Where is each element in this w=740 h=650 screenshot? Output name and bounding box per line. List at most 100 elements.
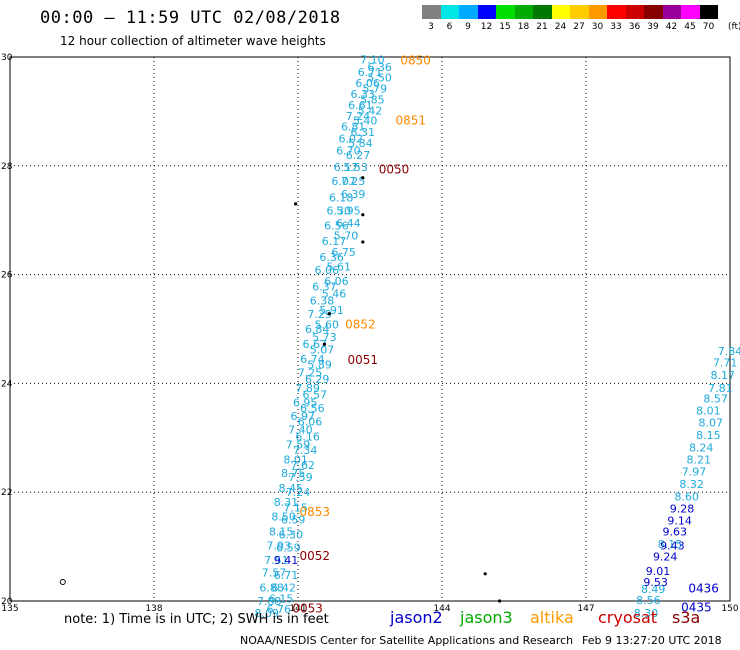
pass-time-label: 0853 xyxy=(300,505,331,519)
wave-height-label: 9.24 xyxy=(653,550,678,563)
wave-height-label: 6.57 xyxy=(303,388,328,401)
scale-swatch xyxy=(662,5,681,19)
wave-height-label: 6.97 xyxy=(291,410,316,423)
wave-height-label: 6.56 xyxy=(324,220,349,233)
wave-height-label: 6.61 xyxy=(348,99,373,112)
legend-s3a: s3a xyxy=(672,608,701,627)
plot-frame xyxy=(9,56,731,602)
wave-height-label: 8.57 xyxy=(703,393,728,406)
wave-height-label: 6.42 xyxy=(271,581,296,594)
wave-height-label: 5.50 xyxy=(367,72,392,85)
pass-time-label: 0053 xyxy=(292,602,323,616)
wave-height-label: 6.75 xyxy=(331,246,356,259)
scale-label: 21 xyxy=(536,22,548,32)
wave-height-label: 6.67 xyxy=(303,338,328,351)
scale-swatch xyxy=(625,5,644,19)
wave-height-label: 6.95 xyxy=(293,396,318,409)
scale-label: 15 xyxy=(499,22,511,32)
wave-height-label: 9.63 xyxy=(663,525,688,538)
scale-swatch xyxy=(440,5,459,19)
wave-height-label: 7.34 xyxy=(293,444,318,457)
wave-height-label: 6.36 xyxy=(367,61,392,74)
pass-time-label: 0051 xyxy=(348,353,379,367)
wave-height-label: 6.70 xyxy=(336,145,361,158)
wave-height-label: 6.71 xyxy=(358,66,383,79)
wave-height-label: 6.37 xyxy=(312,281,337,294)
wave-height-label: 7.29 xyxy=(307,308,332,321)
wave-height-label: 6.27 xyxy=(346,149,371,162)
wave-height-label: 5.84 xyxy=(348,137,373,150)
wave-height-label: 5.42 xyxy=(358,104,383,117)
wave-height-label: 6.84 xyxy=(305,323,330,336)
scale-swatch xyxy=(422,5,441,19)
wave-height-label: 9.01 xyxy=(646,565,671,578)
pass-time-label: 0851 xyxy=(396,114,427,128)
island-marker xyxy=(361,240,365,244)
scale-swatch xyxy=(496,5,515,19)
scale-swatch xyxy=(514,5,533,19)
wave-height-label: 5.91 xyxy=(319,304,344,317)
wave-height-label: 5.95 xyxy=(336,204,361,217)
wave-height-label: 6.17 xyxy=(334,161,359,174)
wave-height-label: 7.25 xyxy=(341,175,366,188)
wave-height-label: 8.15 xyxy=(696,429,721,442)
island-marker xyxy=(59,578,66,585)
y-tick-label: 22 xyxy=(1,488,12,498)
wave-height-label: 7.88 xyxy=(257,595,282,608)
wave-height-label: 9.43 xyxy=(660,540,685,553)
wave-height-label: 8.15 xyxy=(269,525,294,538)
wave-height-label: 7.40 xyxy=(288,424,313,437)
pass-time-label: 0052 xyxy=(300,549,331,563)
y-tick-label: 26 xyxy=(1,271,13,281)
wave-height-label: 6.02 xyxy=(339,133,364,146)
x-tick-label: 135 xyxy=(1,604,18,614)
x-tick-label: 141 xyxy=(289,604,306,614)
wave-height-label: 7.62 xyxy=(291,459,316,472)
y-tick-label: 20 xyxy=(1,597,13,607)
wave-height-label: 6.06 xyxy=(298,415,323,428)
scale-label: 18 xyxy=(517,22,530,32)
wave-height-label: 7.59 xyxy=(286,438,311,451)
wave-height-label: 6.88 xyxy=(259,581,284,594)
scale-label: 9 xyxy=(465,22,471,32)
scale-swatch xyxy=(459,5,478,19)
wave-height-label: 6.17 xyxy=(322,235,347,248)
wave-height-label: 7.57 xyxy=(262,567,287,580)
wave-height-label: 6.18 xyxy=(329,191,354,204)
chart-subtitle: 12 hour collection of altimeter wave hei… xyxy=(60,34,326,48)
scale-label: 36 xyxy=(628,22,641,32)
wave-height-label: 7.71 xyxy=(713,357,738,370)
wave-height-label: 8.49 xyxy=(641,583,666,596)
wave-height-label: 5.07 xyxy=(310,344,335,357)
island-marker xyxy=(498,599,502,603)
wave-height-label: 7.24 xyxy=(346,110,371,123)
wave-height-label: 7.81 xyxy=(708,382,733,395)
wave-height-label: 6.74 xyxy=(300,353,325,366)
island-marker xyxy=(483,572,487,576)
wave-height-label: 6.07 xyxy=(331,175,356,188)
wave-height-label: 7.59 xyxy=(288,471,313,484)
scale-label: 6 xyxy=(446,22,453,32)
wave-height-label: 8.24 xyxy=(689,442,714,455)
wave-height-label: 6.71 xyxy=(274,569,299,582)
pass-time-label: 0852 xyxy=(345,318,376,332)
y-tick-label: 28 xyxy=(1,162,13,172)
x-tick-label: 138 xyxy=(145,604,162,614)
wave-height-label: 6.29 xyxy=(305,373,330,386)
wave-height-label: 5.70 xyxy=(334,229,359,242)
wave-height-label: 6.30 xyxy=(327,204,352,217)
wave-height-label: 8.01 xyxy=(696,405,721,418)
scale-label: 27 xyxy=(573,22,585,32)
wave-height-label: 5.61 xyxy=(327,260,352,273)
wave-height-label: 6.36 xyxy=(319,251,344,264)
wave-height-label: 8.31 xyxy=(274,496,299,509)
wave-height-label: 8.32 xyxy=(679,478,704,491)
wave-height-label: 8.56 xyxy=(636,594,661,607)
wave-height-label: 6.06 xyxy=(315,264,340,277)
scale-swatch xyxy=(570,5,589,19)
x-tick-label: 147 xyxy=(577,604,594,614)
island-marker xyxy=(294,202,298,206)
scale-label: 70 xyxy=(702,22,715,32)
